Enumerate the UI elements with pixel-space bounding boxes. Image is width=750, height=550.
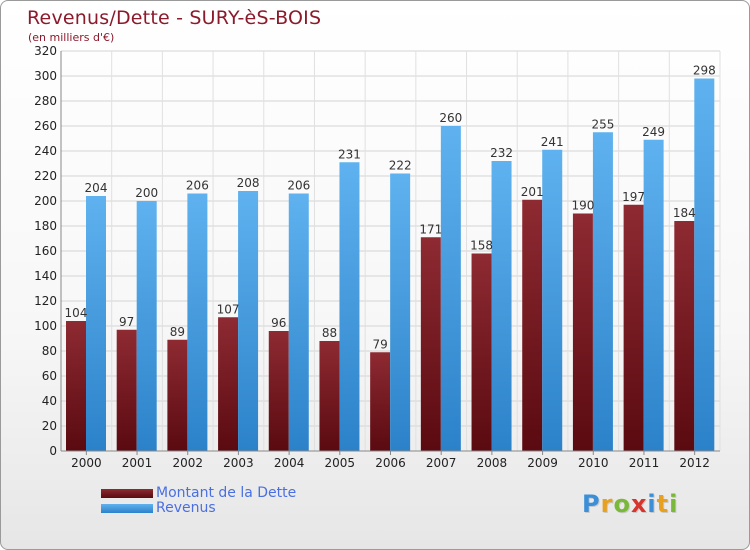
value-label-revenus-2008: 232 — [490, 146, 513, 160]
y-tick-label-240: 240 — [34, 144, 57, 158]
y-tick-label-140: 140 — [34, 269, 57, 283]
x-tick-label-2008: 2008 — [477, 456, 508, 470]
y-tick-label-280: 280 — [34, 94, 57, 108]
bar-dette-2005 — [319, 341, 340, 451]
value-label-dette-2000: 104 — [65, 306, 88, 320]
x-tick-label-2001: 2001 — [122, 456, 153, 470]
value-label-dette-2002: 89 — [170, 325, 185, 339]
bar-dette-2009 — [522, 199, 543, 451]
bar-revenus-2007 — [440, 126, 461, 451]
bar-revenus-2005 — [339, 162, 360, 451]
value-label-revenus-2011: 249 — [642, 125, 665, 139]
y-tick-label-120: 120 — [34, 294, 57, 308]
y-tick-label-40: 40 — [42, 394, 57, 408]
bar-revenus-2006 — [390, 173, 411, 451]
x-tick-label-2007: 2007 — [426, 456, 457, 470]
bar-revenus-2010 — [592, 132, 613, 451]
x-tick-label-2000: 2000 — [71, 456, 102, 470]
value-label-revenus-2005: 231 — [338, 147, 361, 161]
y-tick-label-100: 100 — [34, 319, 57, 333]
bar-dette-2004 — [268, 331, 289, 451]
value-label-dette-2004: 96 — [271, 316, 286, 330]
legend-swatch-revenus — [101, 504, 153, 513]
bar-dette-2012 — [674, 221, 695, 451]
y-tick-label-300: 300 — [34, 69, 57, 83]
x-tick-label-2006: 2006 — [375, 456, 406, 470]
value-label-revenus-2000: 204 — [85, 181, 108, 195]
value-label-dette-2009: 201 — [521, 185, 544, 199]
value-label-dette-2005: 88 — [322, 326, 337, 340]
y-tick-label-180: 180 — [34, 219, 57, 233]
bar-dette-2000 — [66, 321, 86, 451]
value-label-dette-2008: 158 — [470, 239, 493, 253]
chart-subtitle: (en milliers d'€) — [28, 31, 115, 44]
bar-revenus-2004 — [288, 193, 309, 451]
x-tick-label-2010: 2010 — [578, 456, 609, 470]
value-label-dette-2003: 107 — [217, 302, 240, 316]
legend-label-dette: Montant de la Dette — [156, 485, 297, 501]
bar-revenus-2008 — [491, 161, 512, 451]
x-tick-label-2012: 2012 — [679, 456, 710, 470]
bar-revenus-2000 — [86, 196, 106, 451]
y-tick-label-20: 20 — [42, 419, 57, 433]
y-tick-label-220: 220 — [34, 169, 57, 183]
value-label-dette-2006: 79 — [373, 337, 388, 351]
value-label-revenus-2009: 241 — [541, 135, 564, 149]
bar-revenus-2003 — [238, 191, 259, 451]
x-tick-label-2011: 2011 — [629, 456, 660, 470]
value-label-revenus-2010: 255 — [591, 117, 614, 131]
legend-label-revenus: Revenus — [156, 500, 216, 516]
bar-dette-2001 — [116, 329, 137, 451]
y-tick-label-200: 200 — [34, 194, 57, 208]
bar-revenus-2002 — [187, 193, 208, 451]
y-tick-label-60: 60 — [42, 369, 57, 383]
x-tick-label-2002: 2002 — [172, 456, 203, 470]
value-label-revenus-2002: 206 — [186, 179, 209, 193]
bar-dette-2002 — [167, 339, 188, 451]
bar-dette-2006 — [370, 352, 391, 451]
value-label-dette-2012: 184 — [673, 206, 696, 220]
x-tick-label-2005: 2005 — [325, 456, 356, 470]
bar-dette-2011 — [623, 204, 644, 451]
bar-dette-2008 — [471, 253, 492, 451]
value-label-revenus-2006: 222 — [389, 159, 412, 173]
value-label-revenus-2004: 206 — [287, 179, 310, 193]
bar-dette-2003 — [218, 317, 239, 451]
y-tick-label-0: 0 — [49, 444, 57, 458]
value-label-revenus-2012: 298 — [693, 64, 716, 78]
bar-revenus-2001 — [136, 201, 157, 451]
y-tick-label-260: 260 — [34, 119, 57, 133]
x-tick-label-2003: 2003 — [223, 456, 254, 470]
y-tick-label-80: 80 — [42, 344, 57, 358]
bar-revenus-2012 — [694, 78, 715, 451]
value-label-dette-2007: 171 — [419, 222, 442, 236]
value-label-dette-2001: 97 — [119, 315, 134, 329]
bar-dette-2010 — [572, 213, 593, 451]
x-tick-label-2009: 2009 — [527, 456, 558, 470]
legend-swatch-dette — [101, 489, 153, 498]
bar-dette-2007 — [420, 237, 441, 451]
value-label-dette-2010: 190 — [571, 199, 594, 213]
y-tick-label-160: 160 — [34, 244, 57, 258]
value-label-revenus-2007: 260 — [439, 111, 462, 125]
value-label-dette-2011: 197 — [622, 190, 645, 204]
bar-revenus-2011 — [643, 139, 664, 451]
value-label-revenus-2001: 200 — [135, 186, 158, 200]
proxiti-logo: Proxiti — [582, 490, 679, 518]
bar-revenus-2009 — [542, 149, 563, 451]
y-tick-label-320: 320 — [34, 44, 57, 58]
value-label-revenus-2003: 208 — [237, 176, 260, 190]
chart-title: Revenus/Dette - SURY-èS-BOIS — [27, 7, 322, 29]
x-tick-label-2004: 2004 — [274, 456, 305, 470]
